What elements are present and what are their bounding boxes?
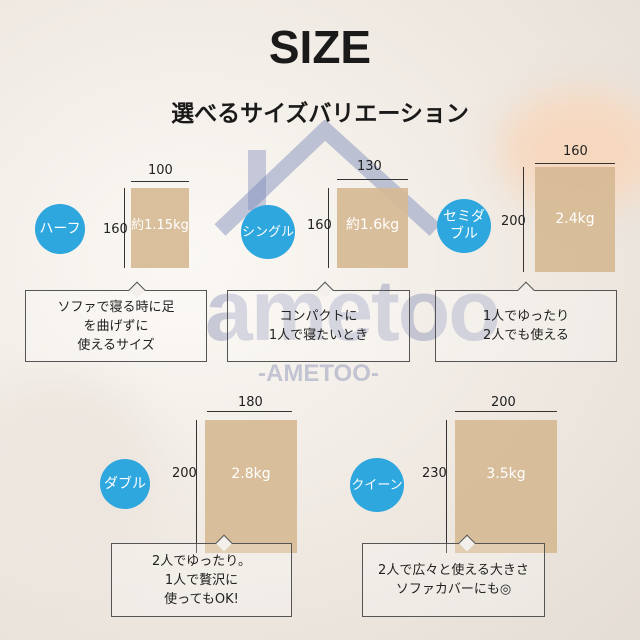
badge-single: シングル [241,205,295,259]
badge-double: ダブル [100,459,150,509]
description-line: 使ってもOK! [164,591,239,607]
description-box: 1人でゆったり 2人でも使える [435,281,617,362]
length-label: 230 [422,466,447,481]
description-line: ソファカバーにも◎ [395,582,512,597]
size-block-double: 2.8kg [205,420,297,553]
length-line [523,167,524,272]
width-line [131,181,189,182]
size-block-single: 約1.6kg [337,188,408,268]
weight-label: 2.8kg [231,466,271,482]
width-line [207,411,292,412]
watermark-sub: -AMETOO- [258,360,379,387]
width-line [535,163,615,164]
length-label: 160 [307,218,332,233]
description-line: 2人で広々と使える大きさ [378,563,529,578]
width-line [337,179,408,180]
weight-label: 3.5kg [486,466,526,482]
description-box: コンパクトに 1人で寝たいとき [227,281,410,362]
description-line: 1人で贅沢に [164,572,239,588]
description-line: 1人で寝たいとき [268,328,369,343]
description-line: 使えるサイズ [77,337,155,353]
badge-half: ハーフ [35,204,85,254]
description-line: 2人でも使える [483,328,569,343]
badge-semi-double: セミダブル [437,199,491,253]
length-line [124,188,125,268]
weight-label: 約1.15kg [131,218,189,233]
size-block-semi-double: 2.4kg [535,167,615,272]
width-line [455,411,557,412]
page-title: SIZE [268,21,372,73]
description-line: ソファで寝る時に足 [57,299,175,315]
badge-label: セミダブル [443,209,485,242]
page-subtitle: 選べるサイズバリエーション [171,101,469,127]
length-line [196,420,197,553]
width-label: 130 [357,159,382,174]
length-line [328,188,329,268]
width-label: 160 [563,144,588,159]
length-line [446,420,447,553]
description-line: 2人でゆったり。 [151,553,251,569]
description-line: 1人でゆったり [482,309,570,324]
weight-label: 約1.6kg [345,217,400,233]
description-line: を曲げずに [83,318,149,334]
description-line: コンパクトに [279,309,358,324]
description-box: ソファで寝る時に足 を曲げずに使えるサイズ [25,281,207,362]
length-label: 200 [501,214,526,229]
width-label: 200 [491,395,516,410]
length-label: 160 [103,222,128,237]
size-block-half: 約1.15kg [131,188,189,268]
description-box: 2人でゆったり。 1人で贅沢に 使ってもOK! [111,534,292,617]
length-label: 200 [172,466,197,481]
size-block-queen: 3.5kg [455,420,557,553]
badge-queen: クイーン [350,458,404,512]
width-label: 100 [148,163,173,178]
weight-label: 2.4kg [555,211,595,227]
description-box: 2人で広々と使える大きさ ソファカバーにも◎ [362,534,545,617]
width-label: 180 [238,395,263,410]
